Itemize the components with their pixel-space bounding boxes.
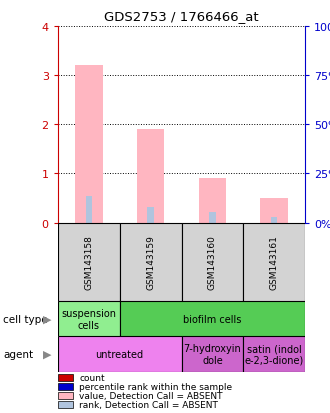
Bar [119, 301, 305, 337]
Bar [182, 223, 244, 301]
Bar [182, 337, 244, 372]
Bar [209, 212, 215, 223]
Bar [244, 337, 305, 372]
Bar [119, 223, 182, 301]
Bar [75, 66, 103, 223]
Bar [260, 199, 288, 223]
Text: cell type: cell type [3, 314, 48, 324]
Text: GSM143159: GSM143159 [146, 235, 155, 290]
Bar [85, 196, 92, 223]
Bar [148, 207, 154, 223]
Text: rank, Detection Call = ABSENT: rank, Detection Call = ABSENT [79, 400, 218, 409]
Text: GSM143160: GSM143160 [208, 235, 217, 290]
Text: percentile rank within the sample: percentile rank within the sample [79, 382, 232, 391]
Bar [199, 179, 226, 223]
Text: satin (indol
e-2,3-dione): satin (indol e-2,3-dione) [245, 343, 304, 365]
Title: GDS2753 / 1766466_at: GDS2753 / 1766466_at [104, 10, 259, 23]
Bar [244, 223, 305, 301]
Text: untreated: untreated [96, 349, 144, 359]
Text: agent: agent [3, 349, 33, 359]
Text: ▶: ▶ [43, 314, 51, 324]
Text: 7-hydroxyin
dole: 7-hydroxyin dole [183, 343, 241, 365]
Text: value, Detection Call = ABSENT: value, Detection Call = ABSENT [79, 391, 223, 400]
Text: GSM143158: GSM143158 [84, 235, 93, 290]
Bar [58, 337, 182, 372]
Text: ▶: ▶ [43, 349, 51, 359]
Text: count: count [79, 373, 105, 382]
Text: biofilm cells: biofilm cells [183, 314, 242, 324]
Bar [58, 223, 119, 301]
Text: suspension
cells: suspension cells [61, 308, 116, 330]
Bar [58, 301, 119, 337]
Text: GSM143161: GSM143161 [270, 235, 279, 290]
Bar [271, 217, 278, 223]
Bar [137, 130, 164, 223]
